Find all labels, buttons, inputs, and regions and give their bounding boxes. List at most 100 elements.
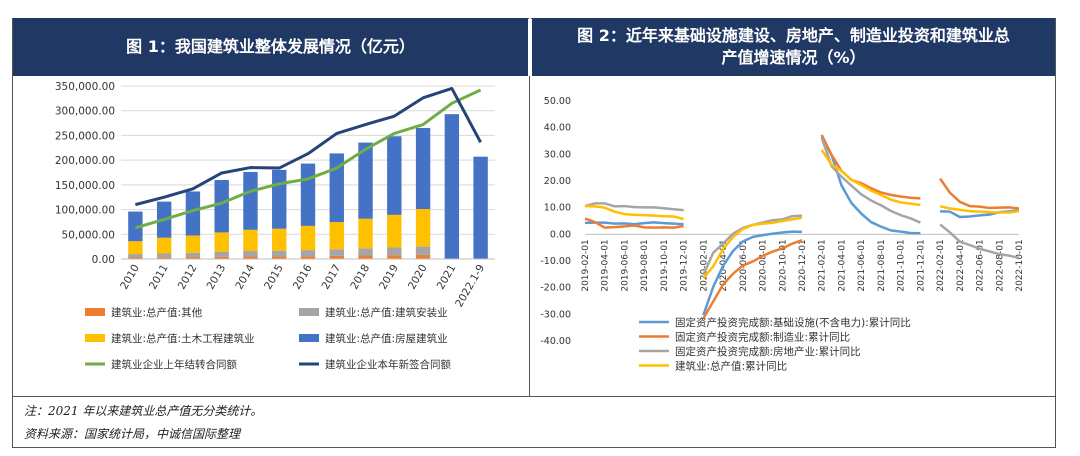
- bar-segment: [300, 225, 316, 251]
- x-tick-label: 2018: [348, 263, 372, 292]
- bar-segment: [185, 252, 201, 258]
- series-line: [584, 204, 684, 221]
- legend-label: 固定资产投资完成额:基础设施(不含电力):累计同比: [675, 316, 911, 329]
- x-tick-label: 2017: [320, 263, 344, 292]
- x-tick-label: 2022.1-9: [453, 262, 487, 309]
- bar-segment: [214, 256, 229, 259]
- y-tick-label: 0.00: [92, 254, 115, 266]
- x-tick-label: 2011: [147, 263, 171, 292]
- y-tick-label: 0.00: [550, 229, 571, 240]
- bar-segment: [415, 246, 431, 255]
- x-tick-label: 2021-06-01: [857, 239, 867, 291]
- bar-segment: [272, 228, 287, 251]
- bar-segment: [300, 250, 316, 257]
- bar-segment: [358, 248, 373, 256]
- series-line: [820, 137, 921, 224]
- y-tick-label: 50,000.00: [62, 229, 115, 241]
- bar-segment: [272, 169, 287, 229]
- series-line: [820, 136, 921, 235]
- bar-segment: [185, 235, 201, 253]
- y-tick-label: 300,000.00: [55, 106, 115, 118]
- x-tick-label: 2015: [262, 263, 286, 292]
- legend-label: 固定资产投资完成额:制造业:累计同比: [675, 331, 850, 344]
- legend-swatch: [85, 308, 105, 316]
- x-tick-label: 2022-04-01: [956, 239, 966, 291]
- x-tick-label: 2019-08-01: [640, 239, 650, 291]
- legend-label: 建筑业:总产值:其他: [111, 306, 203, 319]
- series-line: [939, 223, 1020, 260]
- investment-growth-chart: 50.00 40.00 30.00 20.00 10.00 0.00 -10.00 -20.0…: [540, 96, 1025, 373]
- x-tick-label: 2021-08-01: [877, 239, 887, 291]
- x-tick-label: 2021-04-01: [837, 239, 847, 291]
- bar-segment: [156, 257, 172, 259]
- legend-label: 建筑业企业上年结转合同额: [111, 358, 237, 371]
- x-tick-label: 2021-02-01: [818, 239, 828, 291]
- legend-label: 建筑业:总产值:土木工程建筑业: [111, 332, 255, 345]
- bar-segment: [272, 256, 287, 259]
- bar-segment: [387, 214, 402, 248]
- bar-segment: [185, 191, 201, 236]
- x-tick-label: 2010: [118, 263, 142, 292]
- x-tick-label: 2019-10-01: [660, 239, 670, 291]
- x-tick-label: 2016: [291, 262, 315, 291]
- footnote: 注：2021 年以来建筑业总产值无分类统计。: [24, 404, 263, 418]
- series-line: [134, 88, 482, 230]
- x-tick-label: 2019-02-01: [581, 239, 591, 291]
- bar-segment: [128, 241, 143, 255]
- bar-segment: [243, 171, 258, 230]
- bar-segment: [156, 253, 172, 258]
- series-line: [939, 205, 1020, 214]
- bar-segment: [243, 256, 258, 259]
- y-tick-label: 50.00: [544, 96, 571, 107]
- bar-segment: [156, 237, 172, 254]
- x-tick-label: 2022-02-01: [936, 239, 946, 291]
- legend-label: 建筑业:总产值:累计同比: [675, 360, 787, 373]
- x-tick-label: 2022-06-01: [976, 239, 986, 291]
- x-tick-label: 2020-08-01: [759, 239, 769, 291]
- notes-divider: [12, 396, 1056, 397]
- y-tick-label: 20.00: [544, 176, 571, 187]
- series-line: [135, 86, 482, 207]
- series-line: [702, 230, 803, 316]
- bar-segment: [415, 254, 431, 259]
- x-tick-label: 2022-08-01: [995, 239, 1005, 291]
- bar-segment: [329, 255, 344, 259]
- y-tick-label: 350,000.00: [55, 81, 115, 93]
- bar-segment: [300, 163, 316, 226]
- bar-segment: [387, 247, 402, 256]
- x-tick-label: 2014: [233, 262, 257, 291]
- y-tick-label: 10.00: [544, 203, 571, 214]
- x-tick-label: 2020-12-01: [798, 239, 808, 291]
- x-tick-label: 2019-06-01: [620, 239, 630, 291]
- series-line: [820, 134, 921, 200]
- x-tick-label: 2012: [176, 263, 200, 292]
- source-note: 资料来源：国家统计局，中诚信国际整理: [24, 427, 241, 441]
- bar-segment: [185, 257, 201, 259]
- header-divider: [529, 18, 531, 396]
- x-tick-label: 2019: [377, 263, 401, 292]
- bar-segment: [387, 136, 402, 215]
- x-tick-label: 2021-10-01: [897, 239, 907, 291]
- bar-segment: [128, 254, 143, 258]
- x-tick-label: 2020-02-01: [699, 239, 709, 291]
- series-line: [702, 216, 803, 280]
- legend-swatch: [85, 334, 105, 342]
- right-chart-title: 图 2：近年来基础设施建设、房地产、制造业投资和建筑业总产值增速情况（%）: [532, 18, 1055, 76]
- series-line: [939, 177, 1020, 210]
- bar-segment: [214, 232, 229, 252]
- bar-segment: [243, 251, 258, 257]
- series-line: [820, 149, 921, 207]
- panel-divider: [529, 76, 530, 396]
- bar-segment: [358, 218, 373, 249]
- x-tick-label: 2021-12-01: [916, 239, 926, 291]
- construction-output-chart: 0.00 50,000.00 100,000.00 150,000.00 200,000…: [55, 81, 495, 371]
- bar-segment: [329, 249, 344, 256]
- y-tick-label: 100,000.00: [55, 205, 115, 217]
- legend-label: 建筑业企业本年新签合同额: [325, 358, 451, 371]
- legend-label: 建筑业:总产值:房屋建筑业: [325, 332, 448, 345]
- series-line: [584, 202, 684, 212]
- series-line: [702, 239, 803, 319]
- y-tick-label: -30.00: [540, 309, 571, 320]
- x-tick-label: 2021: [435, 263, 459, 292]
- y-tick-label: 40.00: [544, 123, 571, 134]
